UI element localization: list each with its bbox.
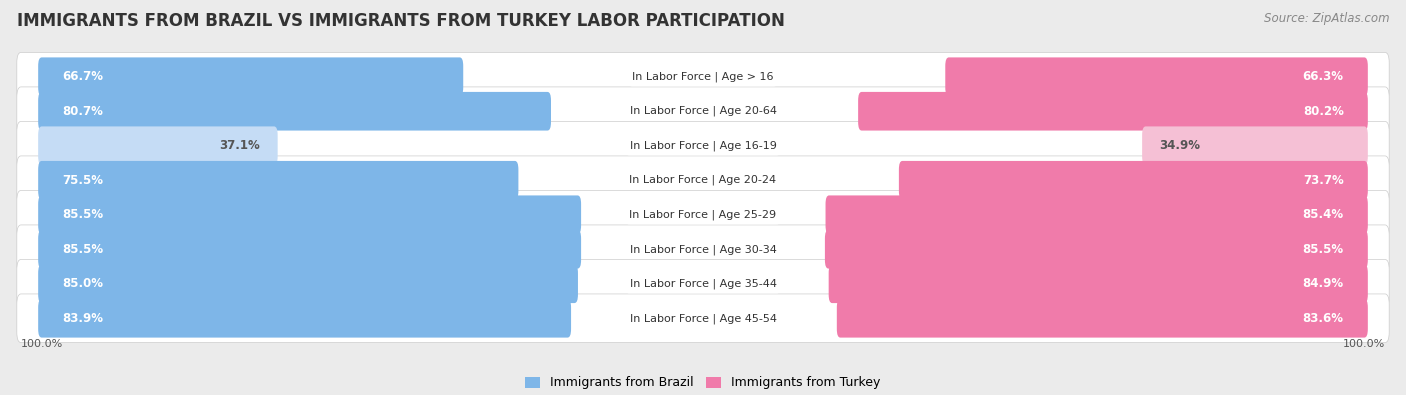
Text: In Labor Force | Age 25-29: In Labor Force | Age 25-29: [630, 209, 776, 220]
Text: 100.0%: 100.0%: [21, 339, 63, 349]
Text: 34.9%: 34.9%: [1160, 139, 1201, 152]
Text: In Labor Force | Age 16-19: In Labor Force | Age 16-19: [630, 141, 776, 151]
FancyBboxPatch shape: [17, 294, 1389, 342]
Text: 66.3%: 66.3%: [1303, 70, 1344, 83]
FancyBboxPatch shape: [38, 299, 571, 338]
Text: 85.0%: 85.0%: [62, 277, 103, 290]
Text: In Labor Force | Age 30-34: In Labor Force | Age 30-34: [630, 244, 776, 254]
FancyBboxPatch shape: [828, 264, 1368, 303]
Text: 84.9%: 84.9%: [1302, 277, 1344, 290]
Text: 80.2%: 80.2%: [1303, 105, 1344, 118]
FancyBboxPatch shape: [38, 230, 581, 269]
FancyBboxPatch shape: [17, 121, 1389, 170]
FancyBboxPatch shape: [17, 225, 1389, 274]
FancyBboxPatch shape: [38, 196, 581, 234]
Text: IMMIGRANTS FROM BRAZIL VS IMMIGRANTS FROM TURKEY LABOR PARTICIPATION: IMMIGRANTS FROM BRAZIL VS IMMIGRANTS FRO…: [17, 12, 785, 30]
FancyBboxPatch shape: [825, 196, 1368, 234]
FancyBboxPatch shape: [38, 161, 519, 199]
Text: 85.5%: 85.5%: [62, 208, 104, 221]
FancyBboxPatch shape: [898, 161, 1368, 199]
Text: In Labor Force | Age 45-54: In Labor Force | Age 45-54: [630, 313, 776, 324]
Legend: Immigrants from Brazil, Immigrants from Turkey: Immigrants from Brazil, Immigrants from …: [526, 376, 880, 389]
Text: 85.4%: 85.4%: [1302, 208, 1344, 221]
FancyBboxPatch shape: [38, 126, 277, 165]
FancyBboxPatch shape: [38, 264, 578, 303]
FancyBboxPatch shape: [17, 87, 1389, 135]
Text: 75.5%: 75.5%: [62, 174, 103, 187]
FancyBboxPatch shape: [17, 260, 1389, 308]
FancyBboxPatch shape: [858, 92, 1368, 131]
FancyBboxPatch shape: [945, 57, 1368, 96]
Text: 66.7%: 66.7%: [62, 70, 103, 83]
Text: In Labor Force | Age 35-44: In Labor Force | Age 35-44: [630, 278, 776, 289]
Text: 37.1%: 37.1%: [219, 139, 260, 152]
FancyBboxPatch shape: [17, 53, 1389, 101]
Text: In Labor Force | Age > 16: In Labor Force | Age > 16: [633, 71, 773, 82]
Text: 100.0%: 100.0%: [1343, 339, 1385, 349]
FancyBboxPatch shape: [17, 156, 1389, 205]
Text: 85.5%: 85.5%: [1302, 243, 1344, 256]
FancyBboxPatch shape: [17, 190, 1389, 239]
FancyBboxPatch shape: [38, 57, 463, 96]
Text: 85.5%: 85.5%: [62, 243, 104, 256]
Text: In Labor Force | Age 20-64: In Labor Force | Age 20-64: [630, 106, 776, 117]
FancyBboxPatch shape: [1142, 126, 1368, 165]
FancyBboxPatch shape: [837, 299, 1368, 338]
Text: In Labor Force | Age 20-24: In Labor Force | Age 20-24: [630, 175, 776, 186]
FancyBboxPatch shape: [38, 92, 551, 131]
Text: Source: ZipAtlas.com: Source: ZipAtlas.com: [1264, 12, 1389, 25]
Text: 73.7%: 73.7%: [1303, 174, 1344, 187]
Text: 83.9%: 83.9%: [62, 312, 103, 325]
Text: 83.6%: 83.6%: [1303, 312, 1344, 325]
FancyBboxPatch shape: [825, 230, 1368, 269]
Text: 80.7%: 80.7%: [62, 105, 103, 118]
